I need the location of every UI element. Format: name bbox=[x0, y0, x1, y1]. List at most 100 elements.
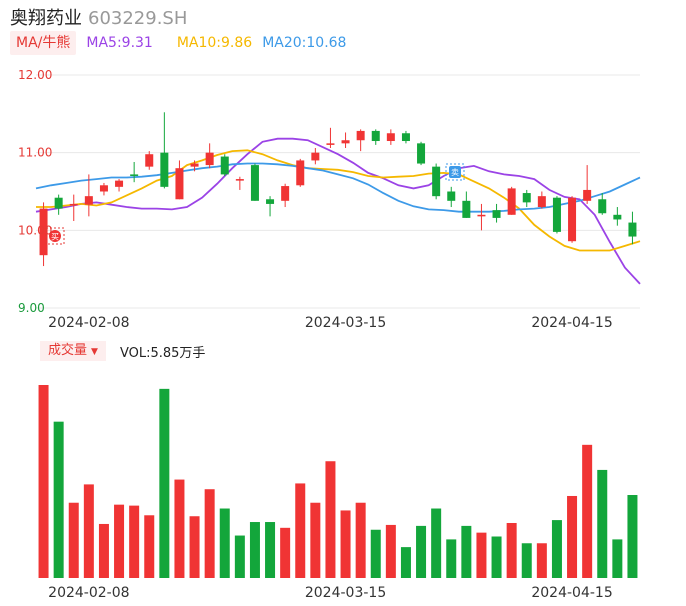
candlestick bbox=[613, 207, 622, 226]
volume-bar bbox=[295, 483, 306, 578]
candle-body bbox=[371, 130, 380, 142]
volume-bar bbox=[400, 547, 411, 578]
date-tick-label: 2024-04-15 bbox=[531, 585, 612, 601]
volume-bar bbox=[159, 388, 170, 578]
volume-bar bbox=[567, 495, 578, 578]
candle-body bbox=[39, 208, 48, 256]
volume-bar bbox=[280, 527, 291, 578]
ma-legend: MA/牛熊 MA5:9.31 MA10:9.86 MA20:10.68 bbox=[10, 31, 346, 55]
candlestick bbox=[356, 129, 365, 152]
volume-bar bbox=[174, 479, 185, 578]
candlestick bbox=[462, 191, 471, 218]
candle-body bbox=[130, 174, 139, 176]
candle-body bbox=[432, 166, 441, 197]
volume-bars bbox=[38, 385, 638, 578]
candle-body bbox=[492, 210, 501, 218]
stock-code: 603229.SH bbox=[88, 8, 188, 29]
candlestick bbox=[84, 174, 93, 217]
buy-marker-icon[interactable]: 买 bbox=[45, 227, 65, 245]
price-tick-label: 11.00 bbox=[18, 146, 52, 160]
candlestick bbox=[447, 186, 456, 208]
candlestick bbox=[371, 129, 380, 145]
ma-indicator-selector[interactable]: MA/牛熊 bbox=[10, 31, 77, 55]
volume-bar bbox=[355, 502, 366, 578]
candle-body bbox=[115, 180, 124, 187]
candle-body bbox=[99, 185, 108, 192]
candlestick bbox=[266, 196, 275, 217]
candle-body bbox=[356, 130, 365, 141]
candle-body bbox=[84, 196, 93, 205]
candlestick bbox=[69, 194, 78, 222]
volume-bar bbox=[219, 508, 230, 578]
candlestick bbox=[477, 203, 486, 231]
candlesticks bbox=[39, 112, 637, 267]
volume-bar bbox=[491, 536, 502, 578]
volume-bar bbox=[597, 469, 608, 578]
volume-bar bbox=[144, 515, 155, 578]
candlestick bbox=[432, 163, 441, 200]
candle-body bbox=[522, 193, 531, 203]
candlestick bbox=[507, 186, 516, 215]
candle-body bbox=[628, 222, 637, 237]
date-tick-label: 2024-03-15 bbox=[305, 585, 386, 601]
candle-body bbox=[386, 133, 395, 142]
volume-bar bbox=[38, 385, 49, 578]
volume-bar bbox=[53, 421, 64, 578]
candlestick bbox=[145, 151, 154, 170]
candle-body bbox=[175, 168, 184, 200]
candle-body bbox=[235, 179, 244, 181]
date-tick-label: 2024-02-08 bbox=[48, 585, 129, 601]
date-tick-label: 2024-04-15 bbox=[531, 315, 612, 331]
price-tick-label: 12.00 bbox=[18, 68, 52, 82]
candlestick bbox=[190, 160, 199, 172]
candle-body bbox=[598, 199, 607, 214]
candlestick bbox=[311, 148, 320, 165]
candle-body bbox=[341, 140, 350, 144]
trade-markers: 买 卖 bbox=[45, 163, 465, 245]
candlestick bbox=[583, 165, 592, 204]
candlestick bbox=[537, 191, 546, 209]
volume-bar bbox=[612, 539, 623, 578]
volume-bar bbox=[68, 502, 79, 578]
volume-bar bbox=[83, 484, 94, 578]
ma5-line bbox=[35, 137, 641, 285]
candlestick bbox=[205, 143, 214, 169]
candlestick bbox=[235, 176, 244, 190]
candlestick bbox=[99, 182, 108, 196]
candle-body bbox=[552, 197, 561, 232]
candle-body bbox=[145, 154, 154, 167]
volume-indicator-selector[interactable]: 成交量 ▼ bbox=[40, 341, 106, 361]
volume-bar bbox=[114, 504, 125, 578]
candle-body bbox=[537, 196, 546, 208]
volume-bar bbox=[551, 520, 562, 578]
volume-legend: 成交量 ▼ VOL:5.85万手 bbox=[40, 341, 205, 361]
candlestick bbox=[552, 196, 561, 234]
sell-marker-icon[interactable]: 卖 bbox=[445, 163, 465, 181]
candle-body bbox=[250, 165, 259, 201]
volume-date-axis: 2024-02-08 2024-03-15 2024-04-15 bbox=[48, 585, 613, 601]
price-tick-label: 9.00 bbox=[18, 301, 45, 315]
volume-bar bbox=[476, 532, 487, 578]
candlestick bbox=[341, 132, 350, 149]
volume-tag-label: 成交量 bbox=[48, 343, 88, 358]
candle-body bbox=[477, 214, 486, 217]
stock-header: 奥翔药业 603229.SH bbox=[10, 4, 187, 30]
volume-bar bbox=[582, 444, 593, 578]
candle-body bbox=[507, 188, 516, 215]
volume-bar bbox=[234, 535, 245, 578]
candle-body bbox=[417, 143, 426, 164]
volume-bar bbox=[129, 505, 140, 578]
volume-bar bbox=[98, 523, 109, 578]
candle-body bbox=[568, 197, 577, 242]
candle-body bbox=[69, 203, 78, 206]
volume-bar bbox=[416, 525, 427, 578]
candlestick bbox=[522, 189, 531, 208]
candlestick bbox=[401, 130, 410, 144]
candle-body bbox=[447, 191, 456, 201]
caret-down-icon: ▼ bbox=[91, 347, 98, 357]
candle-body bbox=[266, 199, 275, 204]
stock-name: 奥翔药业 bbox=[10, 8, 82, 29]
date-tick-label: 2024-02-08 bbox=[48, 315, 129, 331]
candle-body bbox=[281, 186, 290, 201]
